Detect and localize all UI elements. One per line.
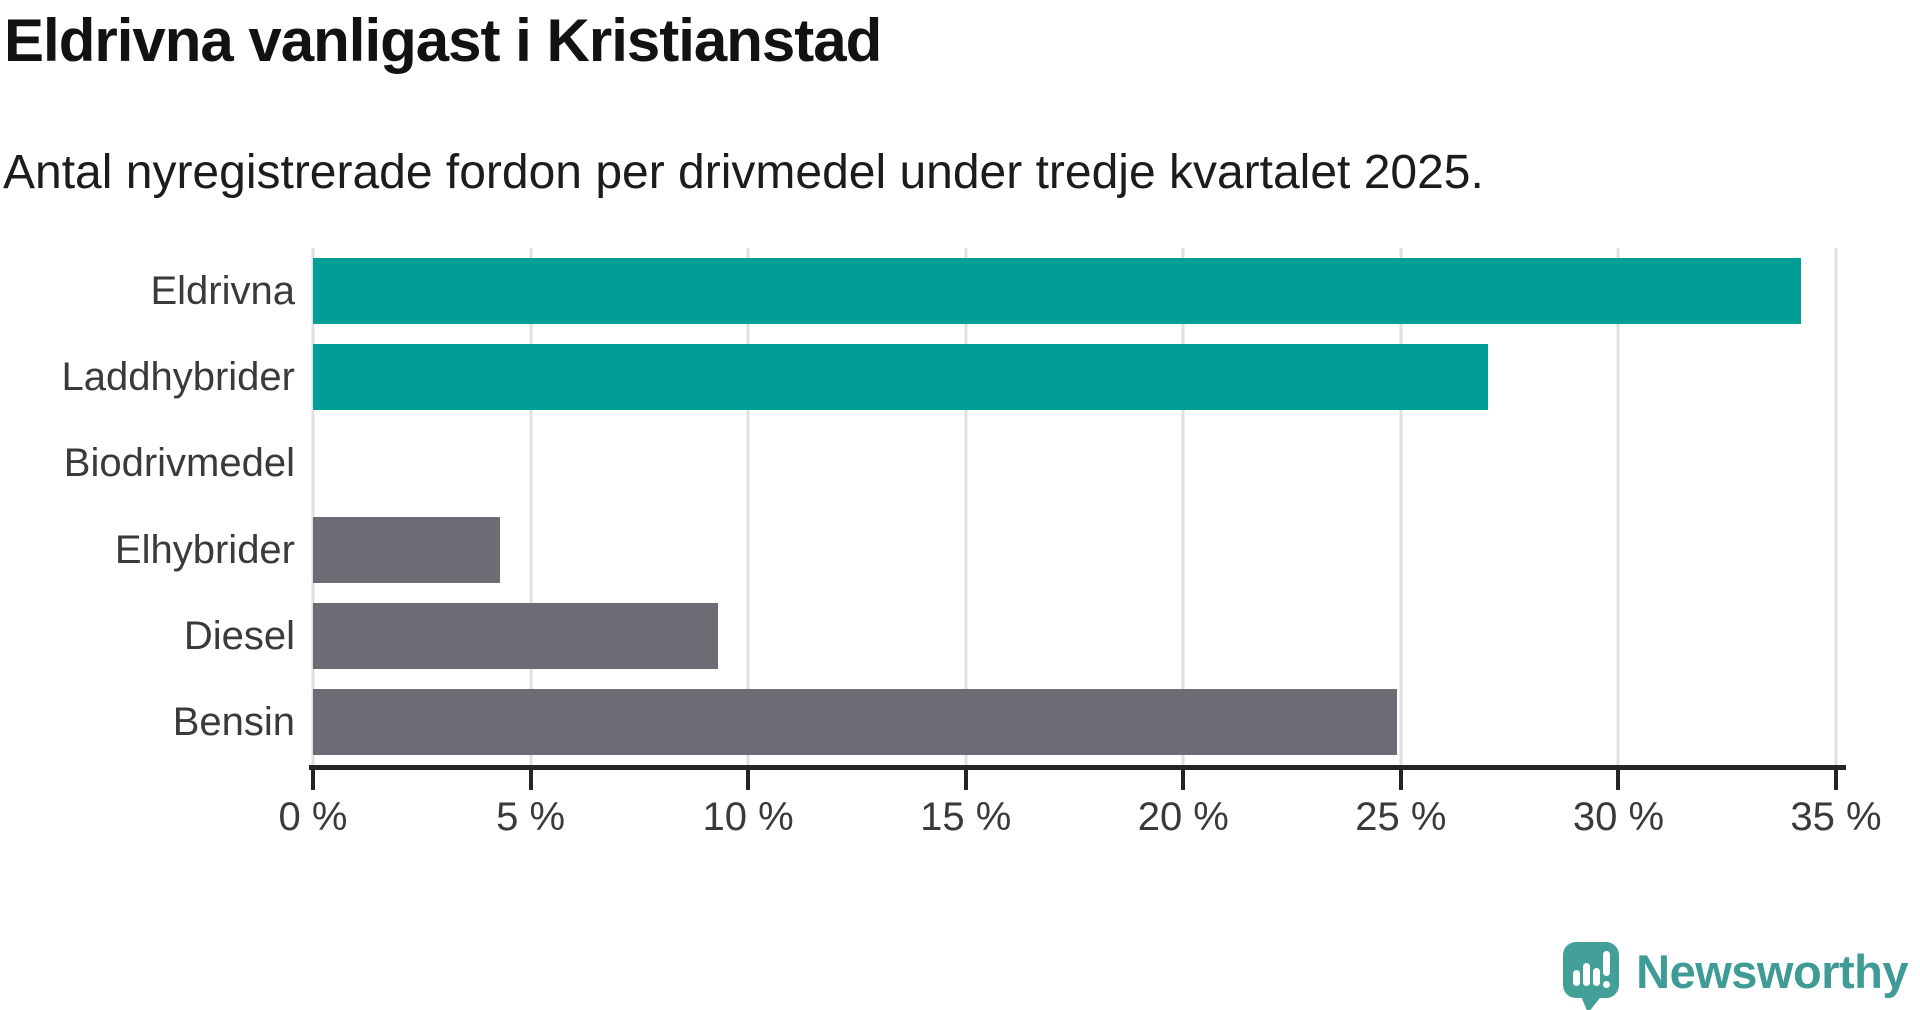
bar-elhybrider <box>313 516 501 583</box>
newsworthy-logo: Newsworthy <box>1563 942 1908 1010</box>
category-label-bensin: Bensin <box>172 699 295 744</box>
newsworthy-speech-bubble-icon <box>1563 942 1620 1010</box>
gridline <box>746 248 750 765</box>
newsworthy-logo-text: Newsworthy <box>1636 945 1908 998</box>
x-tick-label: 15 % <box>920 795 1012 839</box>
gridline <box>529 248 533 765</box>
category-label-elhybrider: Elhybrider <box>114 527 295 572</box>
x-tick <box>1834 765 1838 790</box>
x-tick-label: 5 % <box>496 795 566 839</box>
x-tick <box>1181 765 1186 790</box>
x-tick-label: 20 % <box>1137 795 1229 839</box>
plot-area: Eldrivna Laddhybrider Biodrivmedel Elhyb… <box>62 248 1882 839</box>
category-label-laddhybrider: Laddhybrider <box>61 355 296 400</box>
bar-row: Biodrivmedel <box>64 420 1836 506</box>
x-tick <box>746 765 751 790</box>
x-tick <box>528 765 533 790</box>
bar-laddhybrider <box>313 344 1488 411</box>
x-tick <box>963 765 968 790</box>
bar-row: Elhybrider <box>115 507 1836 593</box>
gridline <box>1616 248 1620 765</box>
bar-eldrivna <box>313 258 1802 324</box>
category-label-diesel: Diesel <box>183 613 295 658</box>
bar-diesel <box>313 602 718 669</box>
x-tick-label: 0 % <box>278 795 348 839</box>
chart-subtitle: Antal nyregistrerade fordon per drivmede… <box>3 146 1484 199</box>
x-tick-label: 25 % <box>1355 795 1447 839</box>
x-tick <box>1398 765 1403 790</box>
bar-row: Bensin <box>173 679 1836 765</box>
x-tick <box>311 765 315 790</box>
category-label-biodrivmedel: Biodrivmedel <box>63 441 295 486</box>
x-tick-label: 35 % <box>1790 795 1882 839</box>
x-tick <box>1616 765 1621 790</box>
bar-row: Laddhybrider <box>62 334 1836 420</box>
bar-row: Eldrivna <box>150 248 1836 334</box>
x-axis-line <box>309 765 1846 770</box>
gridline <box>1834 248 1838 765</box>
gridline <box>1399 248 1403 765</box>
x-tick-label: 10 % <box>702 795 794 839</box>
bar-row: Diesel <box>184 593 1836 679</box>
gridline <box>1181 248 1185 765</box>
category-label-eldrivna: Eldrivna <box>150 269 295 313</box>
gridline <box>311 248 315 765</box>
gridline <box>964 248 968 765</box>
chart-title: Eldrivna vanligast i Kristianstad <box>4 7 882 74</box>
bar-bensin <box>313 688 1397 755</box>
x-tick-label: 30 % <box>1572 795 1665 839</box>
